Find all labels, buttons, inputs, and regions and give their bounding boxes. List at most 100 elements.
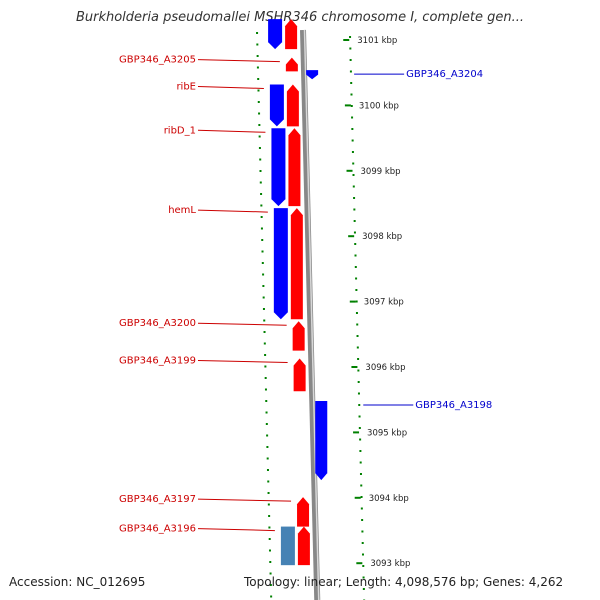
gene-feature[interactable]: [306, 70, 319, 80]
gene-feature[interactable]: [293, 358, 306, 392]
gene-feature[interactable]: [273, 208, 288, 320]
guide-dot: [266, 434, 269, 437]
gene-feature[interactable]: [297, 526, 310, 566]
gene-labels: GBP346_A3205 GBP346_A3204 ribE ribD_1 hemL GB…: [119, 55, 492, 535]
gene-feature[interactable]: [288, 128, 301, 207]
guide-dot: [261, 250, 264, 253]
genome-summary-text: Topology: linear; Length: 4,098,576 bp; …: [244, 575, 564, 589]
guide-dot: [356, 346, 359, 349]
guide-dot: [353, 197, 356, 199]
guide-dot: [268, 549, 271, 552]
gene-feature[interactable]: [286, 84, 299, 127]
chromosome-axis: [300, 29, 321, 600]
gene-feature[interactable]: [292, 321, 305, 351]
guide-dot: [356, 323, 359, 326]
guide-dot: [358, 404, 361, 406]
gene-label-leader: [197, 59, 280, 63]
guide-dot: [349, 36, 352, 38]
gene-label[interactable]: GBP346_A3196: [119, 524, 196, 535]
gene-label-leader: [197, 528, 275, 532]
scale-tick-label: 3099 kbp: [361, 167, 401, 177]
gene-feature[interactable]: [271, 128, 286, 207]
guide-dot: [356, 335, 359, 337]
guide-dot: [264, 388, 267, 391]
guide-dot: [270, 595, 273, 598]
guide-dot: [263, 319, 266, 322]
guide-dot: [269, 561, 272, 563]
guide-dot: [350, 82, 353, 84]
gene-feature[interactable]: [269, 84, 284, 127]
gene-feature[interactable]: [290, 208, 303, 320]
guide-dot: [262, 296, 265, 299]
guide-dot: [362, 565, 365, 567]
gene-label-leader: [197, 129, 266, 133]
guide-dot: [357, 381, 360, 383]
guide-dot: [258, 147, 261, 149]
gene-label-leader: [197, 498, 292, 502]
guide-dot: [357, 392, 360, 395]
guide-dot: [351, 151, 354, 153]
gene-feature[interactable]: [268, 19, 283, 50]
guide-dot: [359, 473, 362, 475]
gene-label-leader: [197, 209, 268, 213]
gene-feature[interactable]: [315, 401, 328, 481]
guide-dot: [257, 101, 260, 103]
gene-label[interactable]: ribD_1: [164, 125, 196, 136]
gene-label[interactable]: GBP346_A3198: [415, 400, 492, 411]
gene-feature[interactable]: [297, 497, 310, 527]
guide-dot: [359, 461, 362, 464]
guide-dot: [258, 124, 261, 126]
guide-dot: [269, 584, 272, 586]
guide-dot: [258, 112, 261, 115]
guide-dot: [266, 446, 269, 448]
guide-dot: [264, 365, 267, 368]
gene-label[interactable]: GBP346_A3200: [119, 318, 196, 329]
gene-feature[interactable]: [280, 526, 295, 566]
guide-dot: [260, 227, 263, 230]
guide-dot: [266, 457, 269, 460]
guide-dot: [353, 208, 356, 211]
guide-dot: [354, 254, 357, 257]
guide-dot: [267, 503, 270, 506]
guide-dot: [352, 185, 355, 188]
guide-dot: [261, 239, 264, 241]
scale-tick-label: 3094 kbp: [369, 494, 409, 504]
guide-dot: [358, 427, 361, 429]
guide-dot: [349, 70, 352, 73]
guide-dot: [256, 32, 259, 34]
guide-dot: [362, 576, 365, 579]
guide-dot: [351, 139, 354, 142]
gene-label[interactable]: GBP346_A3197: [119, 494, 196, 505]
gene-label[interactable]: ribE: [176, 81, 196, 92]
guide-dot: [260, 193, 263, 195]
gene-label-leader: [197, 85, 264, 89]
guide-dot: [360, 496, 363, 498]
gene-label[interactable]: GBP346_A3205: [119, 55, 196, 66]
gene-feature[interactable]: [285, 19, 298, 50]
guide-dot: [361, 530, 364, 533]
chromosome-line-highlight: [303, 29, 320, 600]
gene-features: [268, 19, 328, 566]
guide-dot: [355, 312, 358, 314]
chromosome-title: Burkholderia pseudomallei MSHR346 chromo…: [75, 10, 525, 25]
gene-feature[interactable]: [285, 57, 298, 72]
dotted-guides: [256, 32, 366, 600]
guide-dot: [351, 116, 354, 119]
gene-label[interactable]: GBP346_A3199: [119, 355, 196, 366]
scale-tick-label: 3096 kbp: [365, 363, 405, 373]
guide-dot: [361, 553, 364, 556]
guide-dot: [259, 158, 262, 161]
guide-dot: [360, 507, 363, 510]
gene-label[interactable]: hemL: [168, 205, 196, 216]
gene-label[interactable]: GBP346_A3204: [406, 69, 483, 80]
guide-dot: [264, 354, 267, 356]
guide-dot: [352, 174, 355, 176]
guide-dot: [260, 216, 263, 218]
guide-dot: [263, 331, 266, 333]
guide-dot: [350, 93, 353, 96]
gene-label-leader: [197, 359, 288, 363]
guide-dot: [256, 43, 259, 46]
guide-dot: [357, 369, 360, 372]
scale-tick-label: 3101 kbp: [357, 36, 397, 46]
